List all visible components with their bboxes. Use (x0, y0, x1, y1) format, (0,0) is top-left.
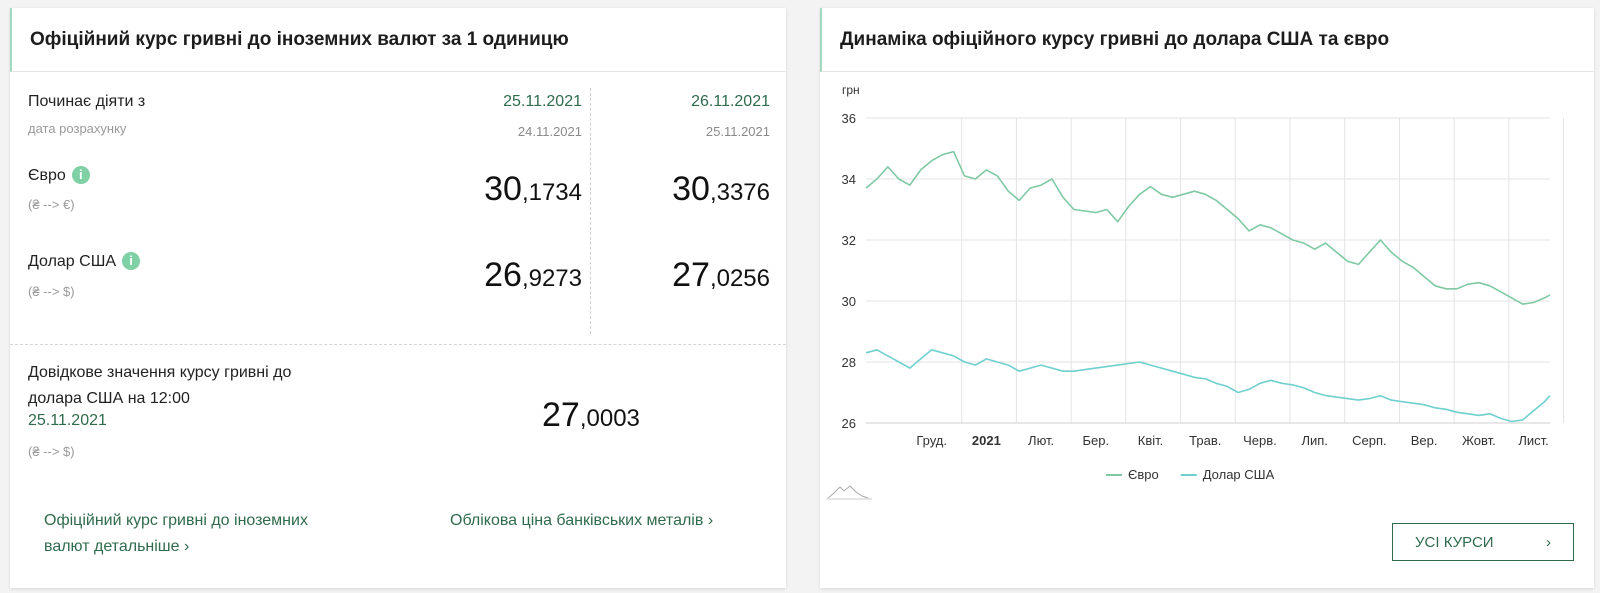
rates-dynamics-card: Динаміка офіційного курсу гривні до дола… (820, 8, 1594, 588)
series-line-1 (865, 348, 1551, 423)
x-tick-label: Черв. (1243, 433, 1277, 448)
x-tick-label: Трав. (1189, 433, 1221, 448)
column-divider (590, 88, 591, 334)
usd-rate-col2: 27,0256 (672, 256, 770, 295)
y-tick-label: 28 (842, 355, 856, 370)
y-axis-label: грн (842, 83, 860, 97)
usd-rate-col2-dec: ,0256 (709, 265, 770, 292)
euro-rate-col2-dec: ,3376 (709, 179, 770, 206)
legend-label[interactable]: Євро (1128, 467, 1159, 482)
rates-chart: 26 28 30 32 34 36 Груд. 2021 Лют. Бер. Квіт. Трав.… (826, 83, 1565, 500)
usd-row-label: Долар США i (28, 252, 141, 271)
chevron-right-icon: › (1546, 533, 1551, 551)
x-tick-label: Груд. (916, 433, 947, 448)
col1-date: 25.11.2021 (503, 93, 582, 110)
x-tick-label: Серп. (1352, 433, 1387, 448)
x-axis: Груд. 2021 Лют. Бер. Квіт. Трав. Черв. Лип. Серп… (916, 433, 1548, 448)
y-tick-label: 26 (842, 416, 856, 431)
reference-direction: (₴ --> $) (28, 444, 75, 459)
chart-series (865, 150, 1551, 423)
col2-calc-date: 25.11.2021 (705, 124, 770, 139)
usd-rate-col1-dec: ,9273 (521, 265, 582, 292)
series-line-0 (865, 150, 1551, 305)
euro-rate-col2: 30,3376 (672, 170, 770, 209)
euro-info-icon[interactable]: i (71, 166, 90, 184)
y-tick-label: 32 (842, 233, 856, 248)
section-divider (10, 344, 786, 345)
reference-rate: 27,0003 (542, 396, 640, 435)
bank-metals-link[interactable]: Облікова ціна банківських металів › (450, 508, 713, 534)
usd-rate-col2-int: 27 (672, 256, 710, 294)
all-rates-button[interactable]: УСІ КУРСИ › (1392, 523, 1574, 561)
euro-row-label: Євро i (28, 166, 90, 185)
euro-rate-col2-int: 30 (672, 170, 710, 208)
reference-label-line2: долара США на 12:00 (28, 390, 190, 407)
official-rates-card: Офіційний курс гривні до іноземних валют… (10, 8, 786, 588)
usd-direction: (₴ --> $) (28, 284, 75, 299)
euro-direction: (₴ --> €) (28, 197, 75, 212)
x-tick-label: 2021 (972, 433, 1001, 448)
usd-rate-col1: 26,9273 (484, 256, 582, 295)
mini-navigator-icon[interactable] (826, 485, 872, 500)
chevron-right-icon: › (183, 538, 190, 555)
legend-label[interactable]: Долар США (1203, 467, 1275, 482)
x-tick-label: Лют. (1028, 433, 1054, 448)
euro-label: Євро (28, 167, 66, 184)
euro-rate-col1-dec: ,1734 (521, 179, 582, 206)
x-tick-label: Квіт. (1138, 433, 1164, 448)
y-axis: 26 28 30 32 34 36 (842, 111, 856, 431)
usd-rate-col1-int: 26 (484, 256, 522, 294)
usd-info-icon[interactable]: i (122, 252, 141, 270)
reference-rate-dec: ,0003 (579, 405, 640, 432)
col1-calc-date: 24.11.2021 (517, 124, 582, 139)
rates-dynamics-title: Динаміка офіційного курсу гривні до дола… (820, 8, 1594, 72)
rates-details-link-text: валют детальніше (44, 538, 180, 555)
x-tick-label: Бер. (1083, 433, 1110, 448)
reference-rate-int: 27 (542, 396, 580, 434)
chart-grid (866, 117, 1565, 424)
col2-date: 26.11.2021 (691, 93, 770, 110)
reference-date: 25.11.2021 (28, 412, 107, 429)
euro-rate-col1: 30,1734 (484, 170, 582, 209)
y-tick-label: 34 (842, 172, 856, 187)
y-tick-label: 30 (842, 294, 856, 309)
reference-label-line1: Довідкове значення курсу гривні до (28, 364, 292, 381)
x-tick-label: Лип. (1301, 433, 1327, 448)
bank-metals-link-text: Облікова ціна банківських металів (450, 512, 704, 529)
x-tick-label: Вер. (1411, 433, 1438, 448)
rates-details-link-line1: Офіційний курс гривні до іноземних (44, 512, 308, 529)
reference-label: Довідкове значення курсу гривні до долар… (28, 360, 291, 412)
calc-date-label: дата розрахунку (28, 121, 127, 136)
usd-label: Долар США (28, 253, 117, 270)
x-tick-label: Жовт. (1462, 433, 1496, 448)
official-rates-title: Офіційний курс гривні до іноземних валют… (10, 8, 786, 72)
chart-legend: Євро Долар США (1106, 467, 1275, 482)
x-tick-label: Лист. (1518, 433, 1548, 448)
y-tick-label: 36 (842, 111, 856, 126)
rates-details-link-line2: валют детальніше › (44, 534, 308, 560)
chevron-right-icon: › (707, 512, 714, 529)
starts-label: Починає діяти з (28, 93, 146, 110)
rates-details-link[interactable]: Офіційний курс гривні до іноземних валют… (44, 508, 308, 560)
euro-rate-col1-int: 30 (484, 170, 522, 208)
all-rates-button-label: УСІ КУРСИ (1415, 533, 1494, 551)
